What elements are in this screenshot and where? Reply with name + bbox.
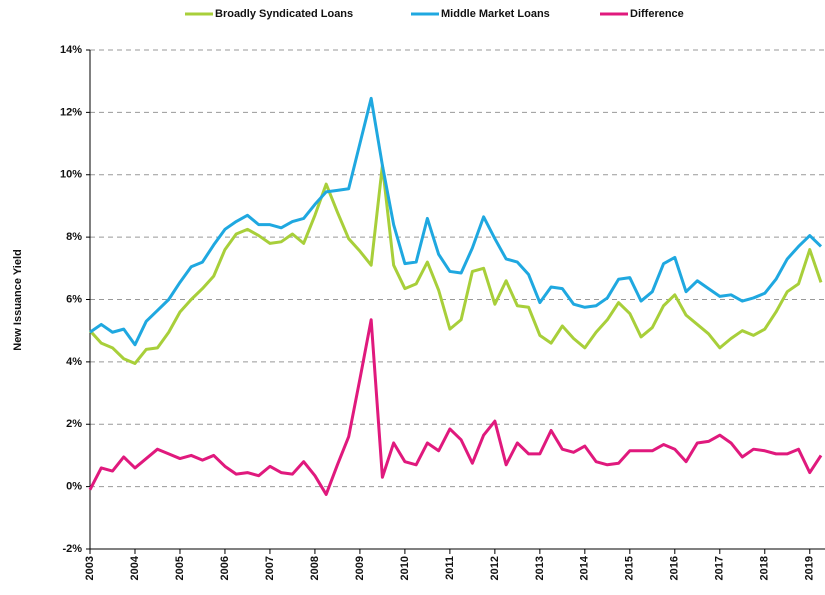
y-tick-label: 2% bbox=[66, 418, 82, 430]
x-tick-label: 2019 bbox=[804, 556, 816, 580]
legend-label: Middle Market Loans bbox=[441, 8, 550, 20]
y-tick-label: 14% bbox=[60, 44, 82, 56]
x-tick-label: 2016 bbox=[669, 556, 681, 580]
x-tick-label: 2006 bbox=[219, 556, 231, 580]
x-tick-label: 2012 bbox=[489, 556, 501, 580]
y-tick-label: 8% bbox=[66, 231, 82, 243]
x-tick-label: 2005 bbox=[174, 556, 186, 580]
x-tick-label: 2004 bbox=[129, 555, 141, 580]
series-line bbox=[88, 318, 823, 496]
y-axis-label: New Issuance Yield bbox=[12, 249, 24, 351]
legend-label: Broadly Syndicated Loans bbox=[215, 8, 353, 20]
x-tick-label: 2013 bbox=[534, 556, 546, 580]
legend-label: Difference bbox=[630, 8, 684, 20]
x-tick-label: 2003 bbox=[84, 556, 96, 580]
y-tick-label: 12% bbox=[60, 106, 82, 118]
x-tick-label: 2009 bbox=[354, 556, 366, 580]
x-tick-label: 2011 bbox=[444, 556, 456, 580]
y-tick-label: 10% bbox=[60, 169, 82, 181]
x-tick-label: 2010 bbox=[399, 556, 411, 580]
x-tick-label: 2008 bbox=[309, 556, 321, 580]
y-tick-label: 6% bbox=[66, 293, 82, 305]
x-tick-label: 2017 bbox=[714, 556, 726, 580]
x-tick-label: 2014 bbox=[579, 555, 591, 580]
y-tick-label: -2% bbox=[62, 543, 82, 555]
x-tick-label: 2018 bbox=[759, 556, 771, 580]
x-tick-label: 2015 bbox=[624, 556, 636, 580]
x-tick-label: 2007 bbox=[264, 556, 276, 580]
y-tick-label: 0% bbox=[66, 481, 82, 493]
series-line bbox=[89, 96, 823, 347]
y-tick-label: 4% bbox=[66, 356, 82, 368]
series-line bbox=[88, 163, 823, 365]
